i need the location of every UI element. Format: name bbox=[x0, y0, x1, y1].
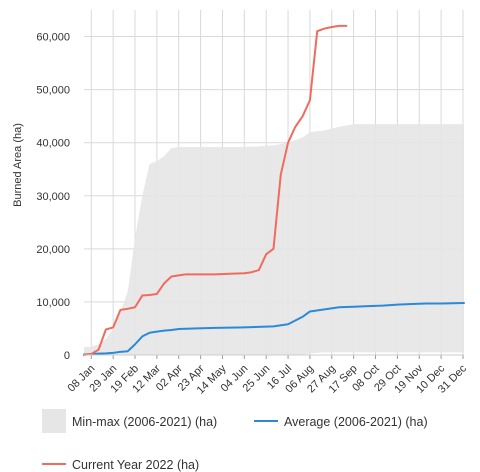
y-axis-label: Burned Area (ha) bbox=[12, 123, 24, 207]
y-tick-label: 60,000 bbox=[36, 32, 70, 44]
y-tick-label: 10,000 bbox=[36, 297, 70, 309]
series-lines-layer bbox=[83, 24, 465, 356]
legend-label: Current Year 2022 (ha) bbox=[72, 458, 199, 472]
current-year-line bbox=[83, 24, 348, 356]
legend: Min-max (2006-2021) (ha) Average (2006-20… bbox=[42, 409, 428, 472]
legend-swatch-min-max bbox=[42, 409, 66, 433]
y-tick-label: 0 bbox=[64, 350, 70, 362]
legend-label: Min-max (2006-2021) (ha) bbox=[72, 415, 217, 429]
y-tick-label: 40,000 bbox=[36, 138, 70, 150]
y-tick-label: 50,000 bbox=[36, 85, 70, 97]
y-tick-label: 30,000 bbox=[36, 191, 70, 203]
legend-label: Average (2006-2021) (ha) bbox=[284, 415, 428, 429]
y-tick-label: 20,000 bbox=[36, 244, 70, 256]
average-line bbox=[83, 301, 465, 356]
